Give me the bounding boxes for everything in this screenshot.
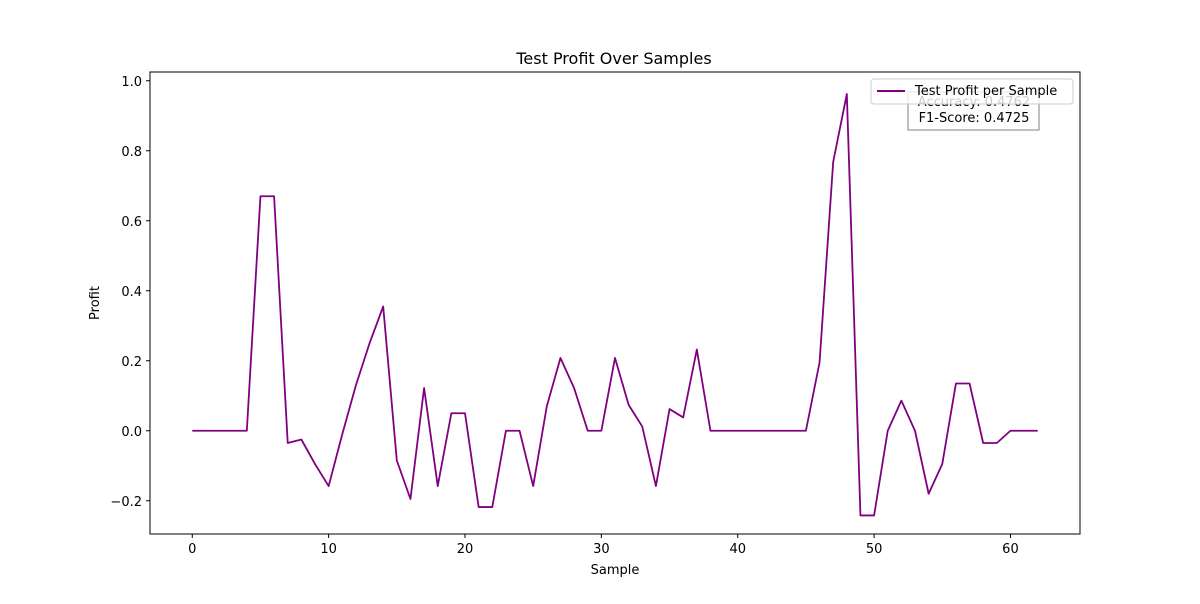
y-tick-label: 0.8: [121, 145, 142, 160]
legend-box: [870, 78, 1074, 105]
y-axis-ticks: −0.2 0.0 0.2 0.4 0.6 0.8 1.0: [110, 75, 150, 510]
x-axis-label: Sample: [591, 563, 640, 578]
y-tick-label: 0.4: [121, 285, 142, 300]
legend-label: Test Profit per Sample: [914, 84, 1057, 99]
series-layer: [192, 93, 1038, 517]
y-tick-label: 0.6: [121, 215, 142, 230]
legend: Test Profit per Sample: [870, 78, 1074, 105]
x-tick-label: 10: [320, 542, 337, 557]
series-line-0: [192, 93, 1038, 517]
y-tick-label: −0.2: [110, 495, 142, 510]
x-axis-ticks: 0 10 20 30 40 50 60: [188, 534, 1019, 557]
x-tick-label: 60: [1002, 542, 1019, 557]
x-tick-label: 40: [729, 542, 746, 557]
plot-area: [149, 71, 1081, 535]
x-tick-label: 20: [457, 542, 474, 557]
x-tick-label: 0: [188, 542, 196, 557]
x-tick-label: 30: [593, 542, 610, 557]
f1-score-text: F1-Score: 0.4725: [919, 111, 1030, 126]
x-tick-label: 50: [866, 542, 883, 557]
y-axis-label: Profit: [88, 286, 103, 320]
y-tick-label: 0.2: [121, 355, 142, 370]
chart-title: Test Profit Over Samples: [515, 49, 711, 68]
y-tick-label: 1.0: [121, 75, 142, 90]
y-tick-label: 0.0: [121, 425, 142, 440]
